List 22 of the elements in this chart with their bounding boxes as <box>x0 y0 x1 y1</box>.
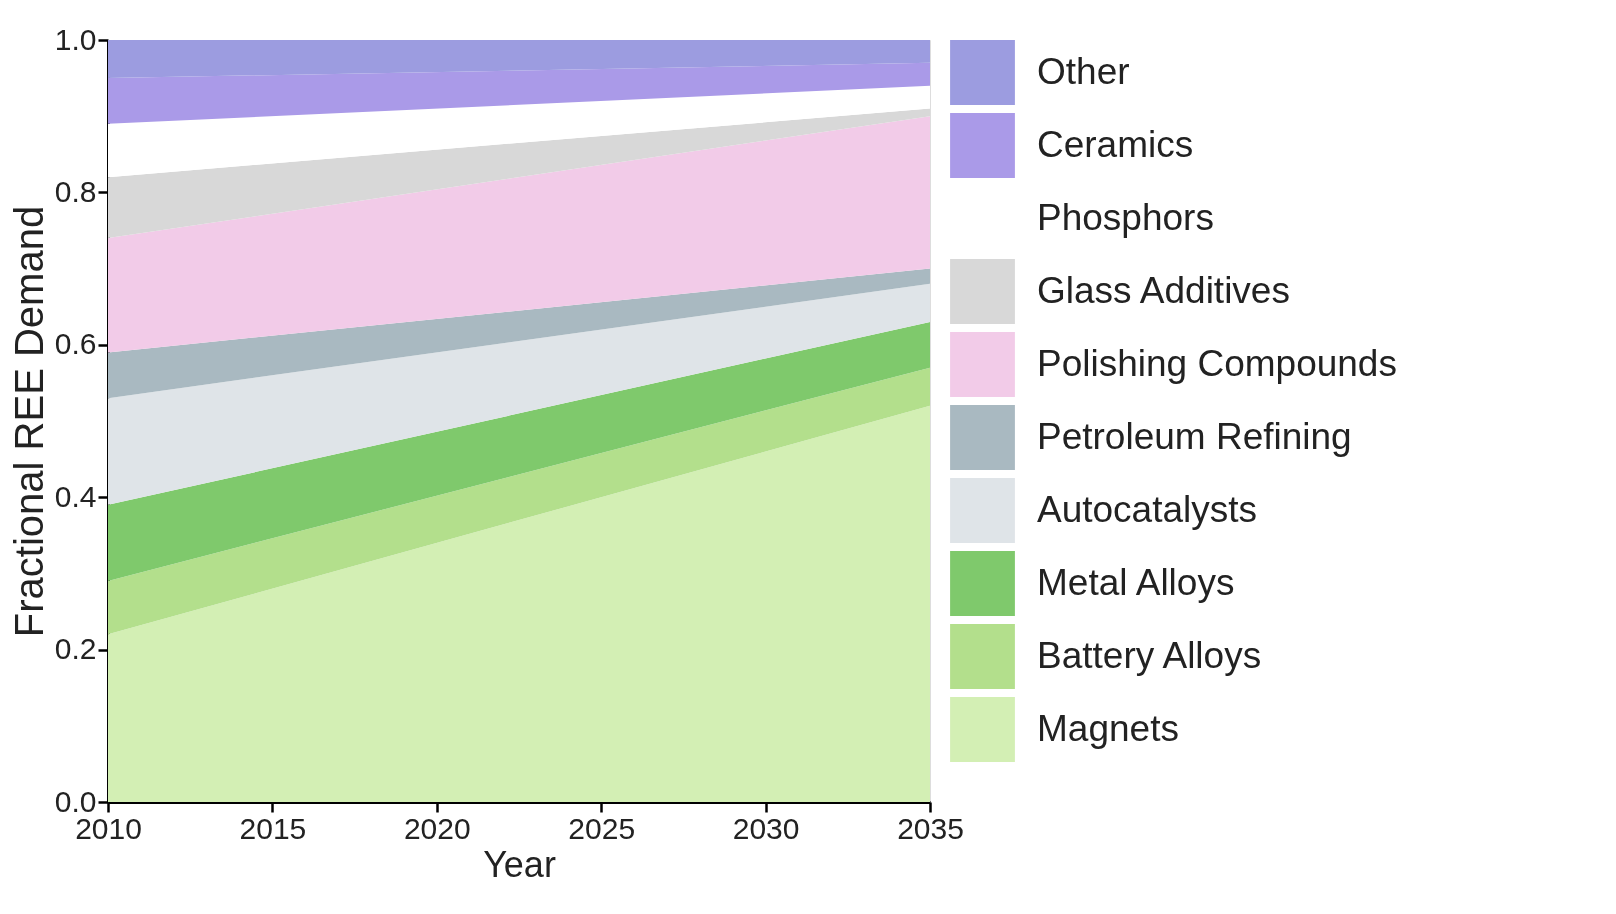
y-tick-label: 0.2 <box>54 632 97 666</box>
legend-label: Other <box>1037 50 1130 92</box>
legend-label: Polishing Compounds <box>1037 342 1397 384</box>
y-axis-title: Fractional REE Demand <box>6 205 51 638</box>
x-tick-label: 2020 <box>403 811 471 845</box>
y-tick-label: 0.6 <box>54 327 97 361</box>
legend-label: Metal Alloys <box>1037 561 1235 603</box>
x-tick-label: 2030 <box>732 811 800 845</box>
legend-label: Magnets <box>1037 707 1179 749</box>
y-tick-label: 0.8 <box>54 174 97 208</box>
legend-label: Glass Additives <box>1037 269 1290 311</box>
legend-label: Autocatalysts <box>1037 488 1258 530</box>
legend-label: Ceramics <box>1037 123 1194 165</box>
y-tick-label: 1.0 <box>54 22 97 56</box>
legend-label: Battery Alloys <box>1037 634 1262 676</box>
text: Phosphors <box>1037 196 1214 238</box>
x-tick-label: 2015 <box>239 811 307 845</box>
x-tick-label: 2025 <box>568 811 636 845</box>
legend-label: Petroleum Refining <box>1037 415 1352 457</box>
x-axis-title: Year <box>483 843 556 885</box>
x-tick-label: 2035 <box>897 811 964 845</box>
y-tick-label: 0.4 <box>54 479 97 513</box>
